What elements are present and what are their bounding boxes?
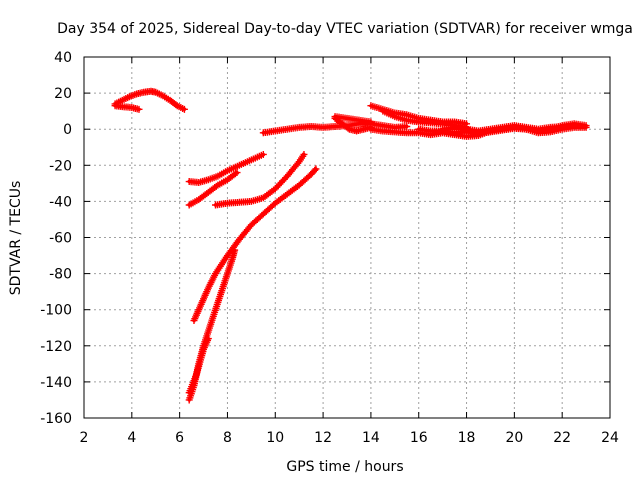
series-markers (185, 169, 241, 209)
series-arc-6 (190, 165, 320, 325)
x-tick-label: 8 (223, 430, 232, 446)
x-tick-label: 18 (458, 430, 476, 446)
x-tick-label: 4 (127, 430, 136, 446)
y-tick-label: -60 (49, 231, 72, 247)
x-axis-label: GPS time / hours (286, 459, 403, 475)
series-markers (190, 165, 320, 325)
series-markers (212, 150, 308, 209)
series-markers (439, 122, 578, 135)
series-markers (185, 150, 267, 186)
y-tick-label: -120 (40, 339, 72, 355)
x-tick-label: 6 (175, 430, 184, 446)
series-arc-1 (111, 87, 188, 113)
series-markers (111, 87, 188, 113)
plot-border (83, 56, 611, 419)
y-tick-label: 0 (63, 122, 72, 138)
grid (84, 57, 610, 418)
y-axis-label: SDTVAR / TECUs (8, 181, 24, 296)
y-tick-label: -140 (40, 375, 72, 391)
y-tick-label: -100 (40, 303, 72, 319)
plot-frame (83, 56, 611, 419)
y-tick-label: -40 (49, 194, 72, 210)
series-arc-5 (212, 150, 308, 209)
y-tick-label: -20 (49, 158, 72, 174)
y-tick-label: -160 (40, 411, 72, 427)
series-arc-3 (185, 150, 267, 186)
x-tick-label: 10 (266, 430, 284, 446)
chart-title: Day 354 of 2025, Sidereal Day-to-day VTE… (57, 21, 633, 37)
x-tick-label: 2 (80, 430, 89, 446)
data-series (111, 87, 590, 404)
y-tick-labels: 40 20 0 -20 -40 -60 -80 -100 -120 -140 -160 (40, 50, 72, 427)
y-tick-label: 40 (54, 50, 72, 66)
series-arc-8 (185, 335, 212, 397)
x-tick-label: 14 (362, 430, 380, 446)
series-markers (331, 113, 375, 126)
series-arc-2 (111, 102, 143, 113)
x-tick-label: 12 (314, 430, 332, 446)
x-tick-labels: 2 4 6 8 10 12 14 16 18 20 22 24 (80, 430, 619, 446)
y-tick-label: -80 (49, 267, 72, 283)
series-arc-16 (439, 122, 578, 135)
y-tick-label: 20 (54, 86, 72, 102)
series-arc-11 (331, 113, 375, 126)
x-tick-label: 24 (601, 430, 619, 446)
x-tick-label: 20 (505, 430, 523, 446)
x-tick-label: 22 (553, 430, 571, 446)
x-tick-label: 16 (410, 430, 428, 446)
series-markers (185, 335, 212, 397)
series-markers (111, 102, 143, 113)
series-arc-4 (185, 169, 241, 209)
series-arc-9 (259, 120, 411, 137)
